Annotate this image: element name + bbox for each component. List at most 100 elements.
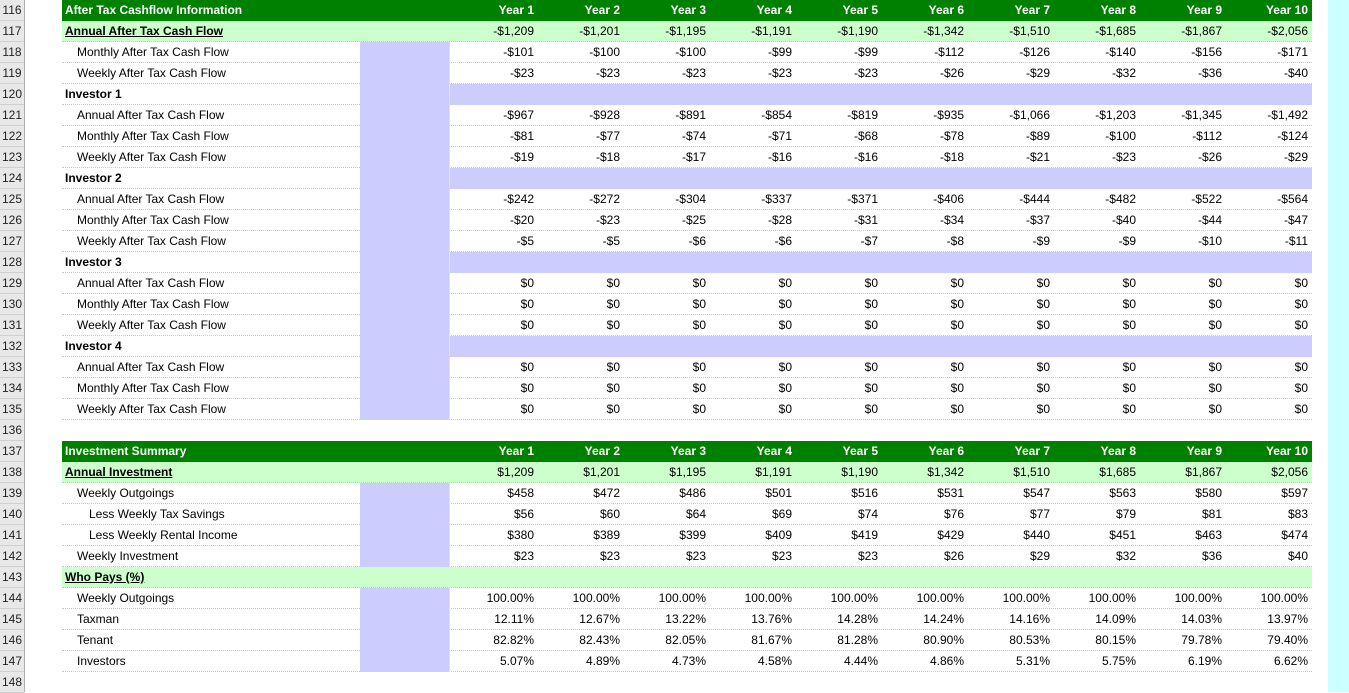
value-cell[interactable]: $516 bbox=[851, 486, 878, 500]
value-cell[interactable]: -$891 bbox=[675, 108, 706, 122]
input-cell[interactable] bbox=[360, 546, 450, 567]
year-header[interactable]: Year 9 bbox=[1186, 3, 1222, 17]
value-cell[interactable]: 4.58% bbox=[757, 654, 792, 668]
value-cell[interactable]: $0 bbox=[606, 360, 620, 374]
row-label[interactable]: Annual After Tax Cash Flow bbox=[77, 360, 225, 374]
value-cell[interactable]: -$337 bbox=[761, 192, 792, 206]
input-cell[interactable] bbox=[360, 630, 450, 651]
value-cell[interactable]: $597 bbox=[1281, 486, 1308, 500]
value-cell[interactable]: -$16 bbox=[767, 150, 792, 164]
row-label[interactable]: Monthly After Tax Cash Flow bbox=[77, 129, 229, 143]
value-cell[interactable]: $77 bbox=[1029, 507, 1050, 521]
value-cell[interactable]: $2,056 bbox=[1271, 465, 1308, 479]
value-cell[interactable]: -$11 bbox=[1284, 234, 1308, 248]
value-cell[interactable]: $1,191 bbox=[755, 465, 792, 479]
value-cell[interactable]: $399 bbox=[679, 528, 706, 542]
value-cell[interactable]: $0 bbox=[778, 297, 792, 311]
value-cell[interactable]: -$100 bbox=[589, 45, 620, 59]
input-cell[interactable] bbox=[360, 378, 450, 399]
row-label[interactable]: Monthly After Tax Cash Flow bbox=[77, 45, 229, 59]
value-cell[interactable]: -$29 bbox=[1025, 66, 1050, 80]
value-cell[interactable]: $1,201 bbox=[583, 465, 620, 479]
value-cell[interactable]: -$19 bbox=[509, 150, 534, 164]
value-cell[interactable]: $0 bbox=[606, 276, 620, 290]
value-cell[interactable]: -$99 bbox=[767, 45, 792, 59]
value-cell[interactable]: $0 bbox=[606, 402, 620, 416]
year-header[interactable]: Year 2 bbox=[584, 444, 620, 458]
value-cell[interactable]: -$935 bbox=[933, 108, 964, 122]
input-cell[interactable] bbox=[360, 252, 450, 273]
value-cell[interactable]: 100.00% bbox=[1088, 591, 1136, 605]
value-cell[interactable]: $0 bbox=[864, 276, 878, 290]
value-cell[interactable]: 100.00% bbox=[572, 591, 620, 605]
value-cell[interactable]: 79.40% bbox=[1267, 633, 1308, 647]
value-cell[interactable]: $0 bbox=[778, 402, 792, 416]
value-cell[interactable]: -$68 bbox=[853, 129, 878, 143]
value-cell[interactable]: $0 bbox=[1208, 381, 1222, 395]
value-cell[interactable]: $0 bbox=[606, 297, 620, 311]
row-label[interactable]: Taxman bbox=[77, 612, 120, 626]
value-cell[interactable]: -$1,201 bbox=[579, 24, 620, 38]
value-cell[interactable]: 14.28% bbox=[837, 612, 878, 626]
input-cell[interactable] bbox=[360, 651, 450, 672]
value-cell[interactable]: $0 bbox=[950, 276, 964, 290]
value-cell[interactable]: -$1,066 bbox=[1009, 108, 1050, 122]
value-cell[interactable]: $76 bbox=[943, 507, 964, 521]
value-cell[interactable]: $419 bbox=[851, 528, 878, 542]
value-cell[interactable]: -$101 bbox=[503, 45, 534, 59]
value-cell[interactable]: 82.43% bbox=[579, 633, 620, 647]
value-cell[interactable]: -$112 bbox=[934, 45, 964, 59]
value-cell[interactable]: -$854 bbox=[761, 108, 792, 122]
value-cell[interactable]: -$20 bbox=[509, 213, 534, 227]
investor-name[interactable]: Investor 1 bbox=[65, 87, 122, 101]
value-cell[interactable]: 14.16% bbox=[1009, 612, 1050, 626]
value-cell[interactable]: $0 bbox=[692, 297, 706, 311]
input-cell[interactable] bbox=[360, 126, 450, 147]
row-label[interactable]: Monthly After Tax Cash Flow bbox=[77, 213, 229, 227]
value-cell[interactable]: $429 bbox=[937, 528, 964, 542]
row-label[interactable]: Tenant bbox=[77, 633, 114, 647]
value-cell[interactable]: $0 bbox=[864, 297, 878, 311]
value-cell[interactable]: $380 bbox=[507, 528, 534, 542]
row-number[interactable]: 136 bbox=[0, 420, 24, 441]
year-header[interactable]: Year 4 bbox=[756, 444, 792, 458]
value-cell[interactable]: $440 bbox=[1023, 528, 1050, 542]
value-cell[interactable]: -$23 bbox=[767, 66, 792, 80]
value-cell[interactable]: $0 bbox=[1122, 297, 1136, 311]
value-cell[interactable]: -$126 bbox=[1019, 45, 1050, 59]
value-cell[interactable]: -$40 bbox=[1111, 213, 1136, 227]
row-number[interactable]: 146 bbox=[0, 630, 24, 651]
row-label[interactable]: Monthly After Tax Cash Flow bbox=[77, 381, 229, 395]
value-cell[interactable]: $0 bbox=[606, 318, 620, 332]
row-number[interactable]: 125 bbox=[0, 189, 24, 210]
row-number[interactable]: 141 bbox=[0, 525, 24, 546]
value-cell[interactable]: -$444 bbox=[1019, 192, 1050, 206]
input-cell[interactable] bbox=[360, 588, 450, 609]
value-cell[interactable]: -$32 bbox=[1111, 66, 1136, 80]
value-cell[interactable]: $563 bbox=[1109, 486, 1136, 500]
input-cell[interactable] bbox=[360, 105, 450, 126]
value-cell[interactable]: -$99 bbox=[853, 45, 878, 59]
value-cell[interactable]: -$10 bbox=[1197, 234, 1222, 248]
value-cell[interactable]: $0 bbox=[1294, 318, 1308, 332]
value-cell[interactable]: -$26 bbox=[1197, 150, 1222, 164]
row-number[interactable]: 118 bbox=[0, 42, 24, 63]
value-cell[interactable]: $0 bbox=[520, 402, 534, 416]
value-cell[interactable]: 14.09% bbox=[1095, 612, 1136, 626]
value-cell[interactable]: $1,190 bbox=[841, 465, 878, 479]
value-cell[interactable]: $474 bbox=[1281, 528, 1308, 542]
value-cell[interactable]: -$74 bbox=[681, 129, 706, 143]
row-number[interactable]: 147 bbox=[0, 651, 24, 672]
value-cell[interactable]: $486 bbox=[679, 486, 706, 500]
year-header[interactable]: Year 1 bbox=[498, 3, 534, 17]
row-label[interactable]: Weekly Outgoings bbox=[77, 486, 175, 500]
value-cell[interactable]: $0 bbox=[1122, 381, 1136, 395]
value-cell[interactable]: -$23 bbox=[853, 66, 878, 80]
value-cell[interactable]: 100.00% bbox=[658, 591, 706, 605]
value-cell[interactable]: $0 bbox=[606, 381, 620, 395]
value-cell[interactable]: $0 bbox=[1036, 297, 1050, 311]
value-cell[interactable]: 80.15% bbox=[1095, 633, 1136, 647]
value-cell[interactable]: $64 bbox=[685, 507, 706, 521]
value-cell[interactable]: $0 bbox=[1294, 402, 1308, 416]
year-header[interactable]: Year 8 bbox=[1100, 444, 1136, 458]
